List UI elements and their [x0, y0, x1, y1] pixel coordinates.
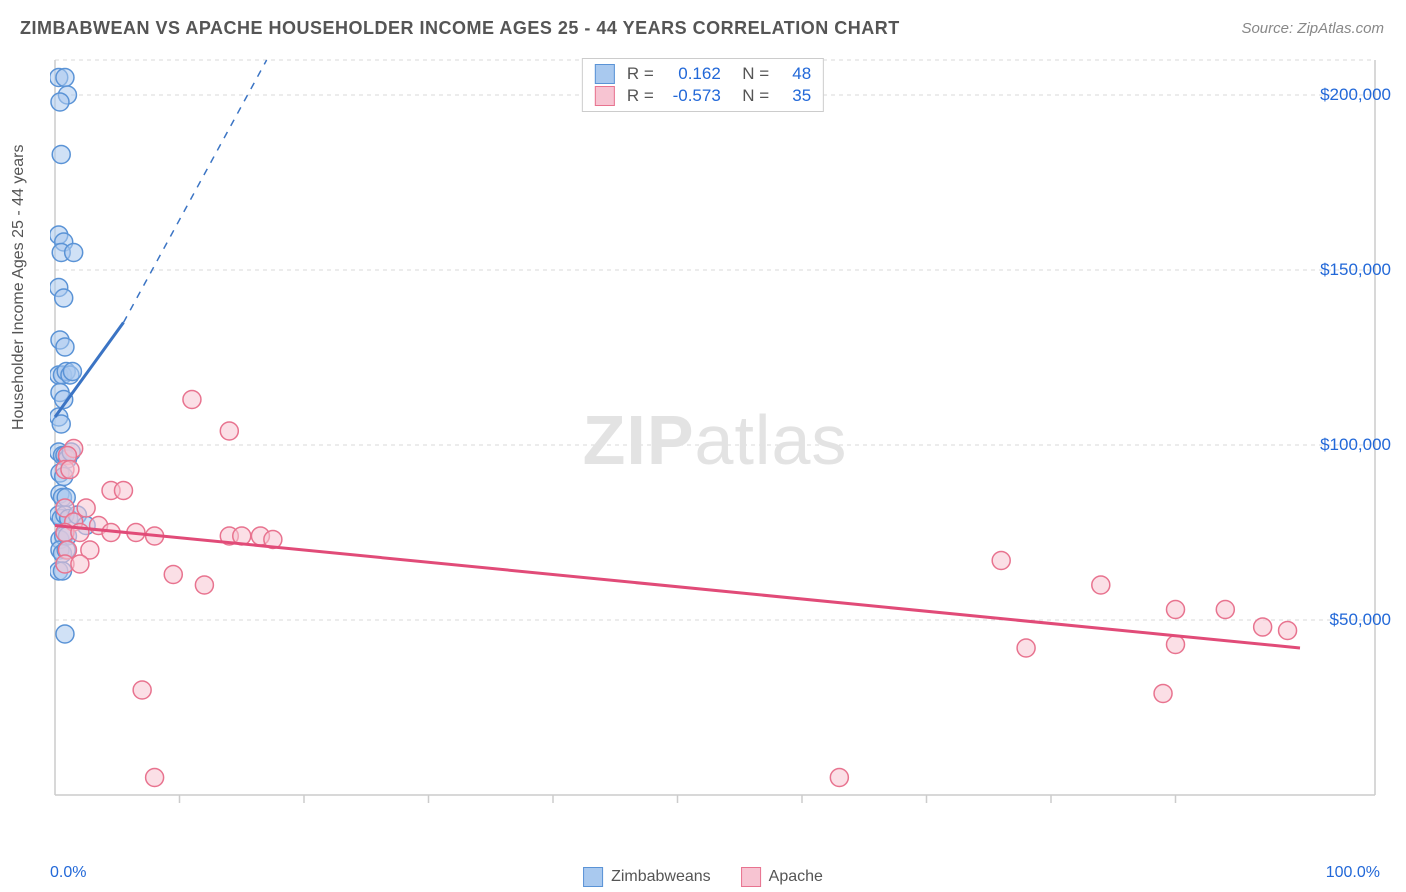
legend-swatch — [741, 867, 761, 887]
legend-item: Apache — [741, 867, 823, 887]
y-tick-label: $200,000 — [1320, 85, 1391, 105]
legend-swatch — [583, 867, 603, 887]
chart-svg — [50, 55, 1380, 825]
n-value: 48 — [781, 64, 811, 84]
chart-title: ZIMBABWEAN VS APACHE HOUSEHOLDER INCOME … — [20, 18, 900, 39]
y-tick-label: $50,000 — [1330, 610, 1391, 630]
legend-swatch — [595, 64, 615, 84]
stats-legend-row: R = -0.573 N = 35 — [595, 85, 811, 107]
n-value: 35 — [781, 86, 811, 106]
stats-legend: R = 0.162 N = 48 R = -0.573 N = 35 — [582, 58, 824, 112]
r-label: R = — [627, 86, 654, 106]
r-value: 0.162 — [666, 64, 721, 84]
legend-swatch — [595, 86, 615, 106]
x-max-label: 100.0% — [1326, 864, 1380, 882]
y-tick-label: $150,000 — [1320, 260, 1391, 280]
legend-item: Zimbabweans — [583, 867, 711, 887]
x-min-label: 0.0% — [50, 864, 86, 882]
legend-label: Zimbabweans — [611, 868, 711, 886]
series-legend: Zimbabweans Apache — [583, 867, 823, 887]
y-axis-label: Householder Income Ages 25 - 44 years — [10, 145, 28, 431]
r-value: -0.573 — [666, 86, 721, 106]
stats-legend-row: R = 0.162 N = 48 — [595, 63, 811, 85]
r-label: R = — [627, 64, 654, 84]
n-label: N = — [733, 86, 769, 106]
plot-area: ZIPatlas — [50, 55, 1380, 825]
legend-label: Apache — [769, 868, 823, 886]
source-label: Source: ZipAtlas.com — [1241, 20, 1384, 37]
y-tick-label: $100,000 — [1320, 435, 1391, 455]
n-label: N = — [733, 64, 769, 84]
